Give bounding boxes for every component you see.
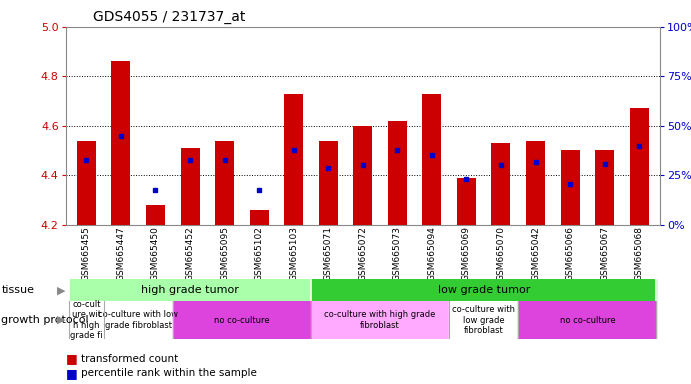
Bar xyxy=(69,279,311,301)
Text: co-culture with
low grade
fibroblast: co-culture with low grade fibroblast xyxy=(452,305,515,335)
Text: ■: ■ xyxy=(66,367,77,380)
Bar xyxy=(69,301,104,339)
Text: low grade tumor: low grade tumor xyxy=(437,285,530,295)
Text: transformed count: transformed count xyxy=(81,354,178,364)
Bar xyxy=(173,301,311,339)
Bar xyxy=(518,301,656,339)
Text: no co-culture: no co-culture xyxy=(214,316,269,324)
Bar xyxy=(284,94,303,225)
Bar xyxy=(449,301,518,339)
Text: ▶: ▶ xyxy=(57,285,66,295)
Bar xyxy=(422,94,442,225)
Text: co-culture with low
grade fibroblast: co-culture with low grade fibroblast xyxy=(98,310,178,330)
Text: co-cult
ure wit
h high
grade fi: co-cult ure wit h high grade fi xyxy=(70,300,103,340)
Bar xyxy=(249,210,269,225)
Bar xyxy=(388,121,407,225)
Bar xyxy=(353,126,372,225)
Bar xyxy=(457,178,476,225)
Bar xyxy=(311,301,449,339)
Bar xyxy=(526,141,545,225)
Bar xyxy=(215,141,234,225)
Bar xyxy=(595,151,614,225)
Bar xyxy=(560,151,580,225)
Text: no co-culture: no co-culture xyxy=(560,316,615,324)
Bar xyxy=(146,205,165,225)
Bar xyxy=(111,61,131,225)
Bar xyxy=(319,141,338,225)
Text: ■: ■ xyxy=(66,353,77,366)
Text: percentile rank within the sample: percentile rank within the sample xyxy=(81,368,257,378)
Bar xyxy=(491,143,511,225)
Text: co-culture with high grade
fibroblast: co-culture with high grade fibroblast xyxy=(324,310,436,330)
Text: tissue: tissue xyxy=(1,285,35,295)
Text: GDS4055 / 231737_at: GDS4055 / 231737_at xyxy=(93,10,246,23)
Text: high grade tumor: high grade tumor xyxy=(141,285,239,295)
Text: growth protocol: growth protocol xyxy=(1,315,89,325)
Text: ▶: ▶ xyxy=(57,315,66,325)
Bar xyxy=(104,301,173,339)
Bar xyxy=(311,279,656,301)
Bar xyxy=(77,141,96,225)
Bar xyxy=(630,108,649,225)
Bar xyxy=(180,148,200,225)
